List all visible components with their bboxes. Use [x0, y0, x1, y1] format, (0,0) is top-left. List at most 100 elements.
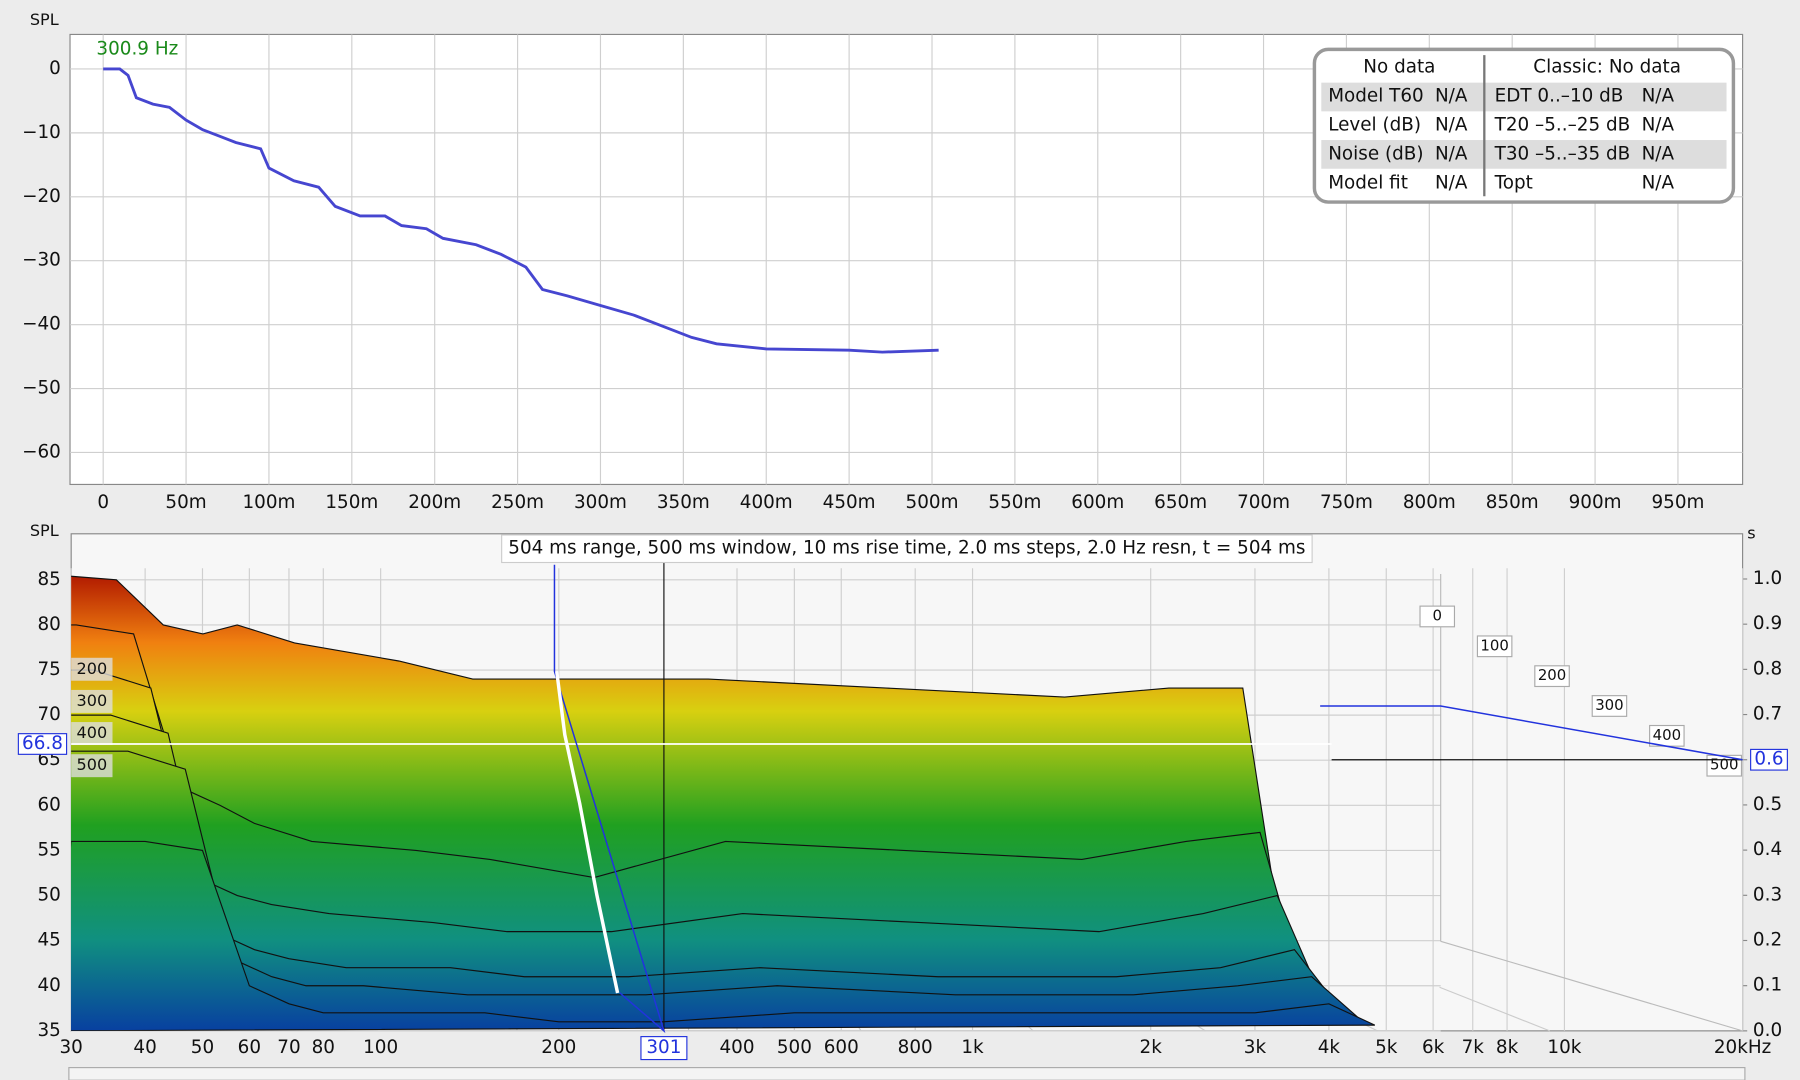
row-shade [1321, 82, 1727, 112]
stats-cell: N/A [1642, 173, 1675, 194]
axis-label: SPL [30, 521, 59, 540]
stats-cell: T20 –5..–25 dB [1494, 114, 1631, 135]
y-tick-label: 55 [37, 839, 60, 860]
x-tick-label: 800 [898, 1037, 933, 1058]
z-tick-box [1534, 665, 1570, 688]
waterfall [71, 575, 1376, 1031]
x-tick-label: 600m [1071, 492, 1124, 513]
x-tick-label: 700m [1237, 492, 1290, 513]
y2-tick-label: 0.2 [1753, 929, 1782, 950]
z-tick-label: 0 [1433, 606, 1442, 624]
x-tick-label: 100m [242, 492, 295, 513]
x-tick-label: 450m [823, 492, 876, 513]
stats-cell: N/A [1435, 144, 1468, 165]
axis-label: SPL [30, 10, 59, 29]
y-tick-label: 45 [37, 930, 60, 951]
cursor-box [1750, 748, 1788, 771]
x-tick-label: 300m [574, 492, 627, 513]
stats-cell: Model T60 [1328, 85, 1424, 106]
z-tick-box [1706, 754, 1743, 777]
x-tick-label: 60 [238, 1037, 261, 1058]
x-tick-label: 40 [133, 1037, 156, 1058]
cursor-box [640, 1036, 688, 1061]
x-tick-label: 50 [191, 1037, 214, 1058]
y-tick-label: 50 [37, 885, 60, 906]
x-tick-label: 500m [906, 492, 959, 513]
y2-tick-label: 0.4 [1753, 839, 1782, 860]
z-tick-label: 200 [77, 659, 108, 678]
x-tick-label: 550m [988, 492, 1041, 513]
y-tick-label: 60 [37, 794, 60, 815]
z-tick-box [1591, 695, 1628, 717]
floor-edge [1440, 940, 1743, 1032]
stats-header: No data [1363, 57, 1435, 78]
y2-tick-label: 0.1 [1753, 975, 1782, 996]
cursor-x-label: 301 [646, 1037, 681, 1058]
x-tick-label: 100 [363, 1037, 398, 1058]
z-tick-label: 400 [1653, 726, 1681, 744]
x-tick-label: 200m [408, 492, 461, 513]
x-tick-label: 3k [1244, 1037, 1267, 1058]
annotation: 300.9 Hz [96, 38, 178, 59]
x-tick-label: 900m [1569, 492, 1622, 513]
x-tick-label: 20kHz [1714, 1037, 1771, 1058]
z-tick-label: 100 [1480, 636, 1508, 654]
stats-cell: N/A [1435, 173, 1468, 194]
x-tick-label: 30 [59, 1037, 82, 1058]
y-tick-label: 0 [49, 58, 61, 79]
z-tick-box [71, 754, 113, 778]
axis-label: s [1747, 523, 1755, 542]
stats-cell: Topt [1494, 173, 1533, 194]
y-tick-label: −10 [22, 122, 61, 143]
z-tick-label: 300 [1595, 696, 1623, 714]
y-tick-label: 40 [37, 975, 60, 996]
y-tick-label: −40 [22, 314, 61, 335]
y-tick-label: −50 [22, 378, 61, 399]
y2-tick-label: 1.0 [1753, 568, 1782, 589]
x-tick-label: 400m [740, 492, 793, 513]
cursor-depth [1320, 705, 1743, 761]
x-tick-label: 80 [312, 1037, 335, 1058]
cursor-y-label: 66.8 [22, 733, 63, 754]
x-tick-label: 70 [277, 1037, 300, 1058]
x-tick-label: 10k [1547, 1037, 1581, 1058]
cursor-box [17, 733, 68, 755]
x-tick-label: 650m [1154, 492, 1207, 513]
row-shade [1321, 140, 1727, 169]
x-tick-label: 7k [1462, 1037, 1485, 1058]
y-tick-label: 70 [37, 704, 60, 725]
scrollbar[interactable] [68, 1067, 1746, 1080]
x-tick-label: 200 [541, 1037, 576, 1058]
subtitle: 504 ms range, 500 ms window, 10 ms rise … [508, 538, 1305, 559]
x-tick-label: 350m [657, 492, 710, 513]
z-tick-label: 300 [77, 691, 108, 710]
x-tick-label: 1k [961, 1037, 984, 1058]
y2-tick-label: 0.5 [1753, 794, 1782, 815]
stats-cell: N/A [1642, 85, 1675, 106]
x-tick-label: 5k [1375, 1037, 1398, 1058]
y-tick-label: 35 [37, 1020, 60, 1041]
y2-tick-label: 0.3 [1753, 884, 1782, 905]
x-tick-label: 8k [1496, 1037, 1519, 1058]
x-tick-label: 2k [1140, 1037, 1163, 1058]
subtitle-box [501, 534, 1313, 564]
stats-cell: EDT 0..–10 dB [1495, 85, 1624, 106]
y-tick-label: 85 [37, 569, 60, 590]
cursor-trace [555, 671, 620, 994]
x-tick-label: 250m [491, 492, 544, 513]
x-tick-label: 4k [1318, 1037, 1341, 1058]
z-tick-label: 400 [77, 723, 108, 742]
z-tick-label: 500 [77, 755, 108, 774]
y2-tick-label: 0.0 [1753, 1020, 1782, 1041]
stats-cell: N/A [1435, 85, 1468, 106]
x-tick-label: 600 [824, 1037, 859, 1058]
floor-line [1439, 986, 1550, 1032]
x-tick-label: 950m [1651, 492, 1704, 513]
z-tick-box [1419, 605, 1456, 628]
y-tick-label: −30 [22, 250, 61, 271]
z-tick-box [1476, 635, 1513, 658]
x-tick-label: 500 [777, 1037, 812, 1058]
x-tick-label: 6k [1422, 1037, 1445, 1058]
z-tick-box [71, 722, 113, 746]
